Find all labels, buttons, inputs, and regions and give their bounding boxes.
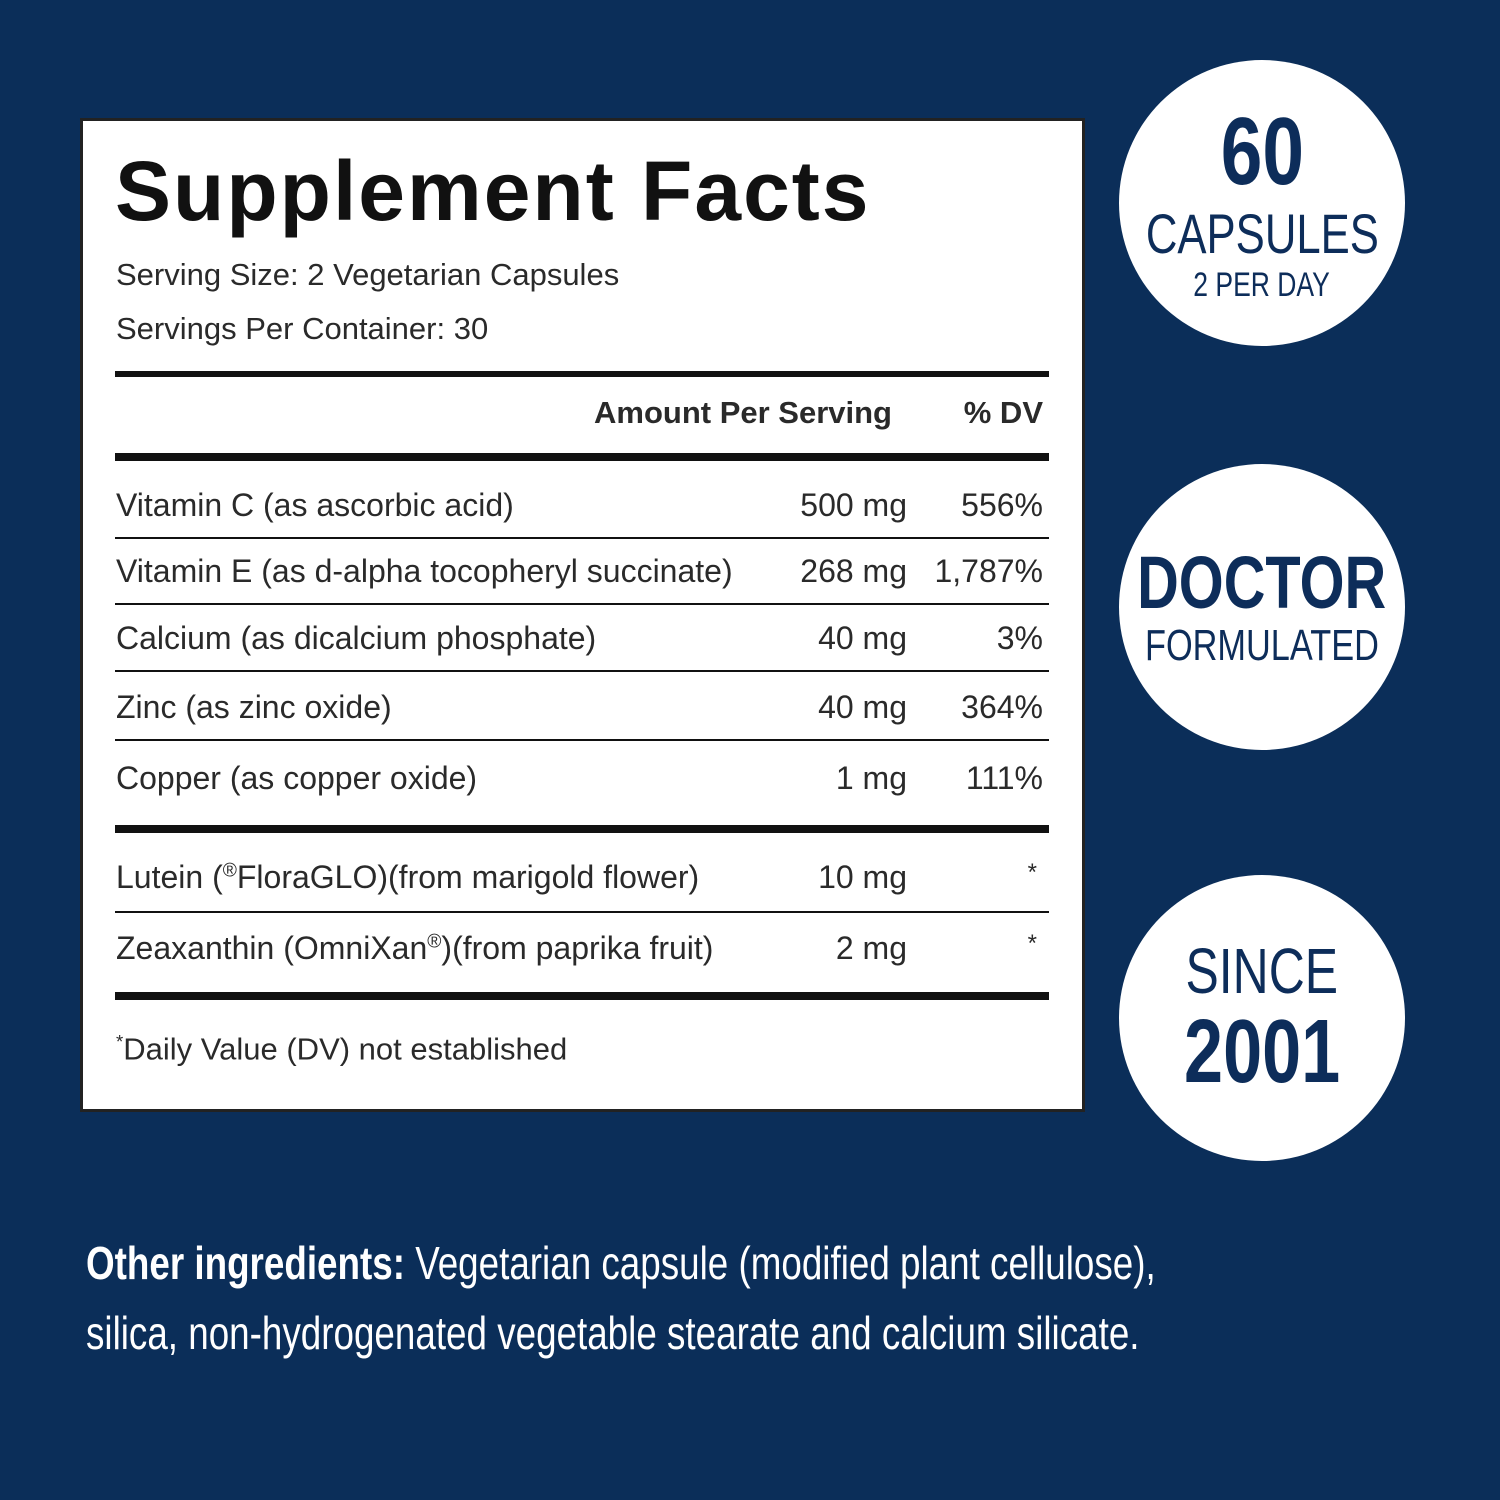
- footnote-text: Daily Value (DV) not established: [123, 1031, 568, 1067]
- servings-per-container: Servings Per Container: 30: [116, 311, 489, 346]
- supplement-facts-panel: Supplement Facts Serving Size: 2 Vegetar…: [80, 118, 1085, 1112]
- nutrient-name: Vitamin C (as ascorbic acid): [116, 487, 514, 523]
- nutrient-amount: 1 mg: [835, 760, 907, 796]
- badge-text: FORMULATED: [1145, 621, 1379, 670]
- nutrient-dv: 111%: [965, 760, 1043, 796]
- amount-header: Amount Per Serving: [594, 395, 892, 430]
- nutrient-dv: *: [1027, 930, 1037, 957]
- rule: [115, 371, 1049, 377]
- rule: [115, 992, 1049, 1000]
- footnote-mark: *: [116, 1031, 124, 1052]
- row-divider: [115, 603, 1049, 605]
- nutrient-name: Zinc (as zinc oxide): [116, 689, 392, 725]
- nutrient-dv: 556%: [961, 487, 1043, 523]
- name-part: Lutein (: [116, 859, 223, 895]
- nutrient-name: Copper (as copper oxide): [116, 760, 478, 796]
- footnote: *Daily Value (DV) not established: [116, 1031, 567, 1067]
- nutrient-row: Vitamin C (as ascorbic acid) 500 mg 556%: [83, 487, 1082, 527]
- title: Supplement Facts: [115, 144, 871, 238]
- nutrient-row: Copper (as copper oxide) 1 mg 111%: [83, 760, 1082, 800]
- name-part: FloraGLO)(from marigold flower): [236, 859, 700, 895]
- nutrient-dv: 3%: [996, 620, 1043, 656]
- other-ingredients-label: Other ingredients:: [86, 1237, 405, 1289]
- registered-mark: ®: [427, 931, 442, 953]
- other-ingredients-line: silica, non-hydrogenated vegetable stear…: [86, 1307, 1140, 1359]
- nutrient-name: Zeaxanthin (OmniXan®)(from paprika fruit…: [116, 930, 713, 967]
- rule: [115, 453, 1049, 461]
- nutrient-amount: 10 mg: [818, 859, 907, 895]
- nutrient-amount: 268 mg: [800, 553, 907, 589]
- badge: 60 CAPSULES 2 PER DAY: [1119, 60, 1405, 346]
- name-part: Zeaxanthin (OmniXan: [116, 930, 428, 966]
- badge: SINCE 2001: [1119, 875, 1405, 1161]
- row-divider: [115, 739, 1049, 741]
- nutrient-name: Lutein (®FloraGLO)(from marigold flower): [116, 859, 699, 896]
- nutrient-amount: 40 mg: [818, 620, 907, 656]
- nutrient-amount: 500 mg: [800, 487, 907, 523]
- other-ingredients-line: Vegetarian capsule (modified plant cellu…: [415, 1237, 1156, 1289]
- rule: [115, 911, 1049, 913]
- nutrient-dv: *: [1027, 859, 1037, 886]
- other-ingredients: Other ingredients: Vegetarian capsule (m…: [86, 1228, 1156, 1368]
- badge-text: 2 PER DAY: [1193, 266, 1331, 304]
- registered-mark: ®: [222, 860, 237, 882]
- nutrient-row: Zinc (as zinc oxide) 40 mg 364%: [83, 689, 1082, 729]
- nutrient-name: Calcium (as dicalcium phosphate): [116, 620, 597, 656]
- nutrient-row: Zeaxanthin (OmniXan®)(from paprika fruit…: [83, 930, 1082, 970]
- badge-text: SINCE: [1185, 935, 1339, 1007]
- badge-text: CAPSULES: [1145, 202, 1379, 265]
- nutrient-dv: 364%: [961, 689, 1043, 725]
- name-part: )(from paprika fruit): [441, 930, 714, 966]
- nutrient-row: Lutein (®FloraGLO)(from marigold flower)…: [83, 859, 1082, 899]
- nutrient-amount: 2 mg: [835, 930, 907, 966]
- header-row: Amount Per Serving % DV: [83, 395, 1082, 435]
- badge-text: DOCTOR: [1137, 541, 1387, 624]
- row-divider: [115, 670, 1049, 672]
- row-divider: [115, 537, 1049, 539]
- rule: [115, 825, 1049, 833]
- serving-size: Serving Size: 2 Vegetarian Capsules: [116, 257, 620, 292]
- badge-text: 2001: [1183, 1002, 1341, 1102]
- nutrient-row: Calcium (as dicalcium phosphate) 40 mg 3%: [83, 620, 1082, 660]
- nutrient-amount: 40 mg: [818, 689, 907, 725]
- dv-header: % DV: [963, 395, 1043, 430]
- badge-text: 60: [1220, 98, 1304, 205]
- nutrient-row: Vitamin E (as d-alpha tocopheryl succina…: [83, 553, 1082, 593]
- nutrient-name: Vitamin E (as d-alpha tocopheryl succina…: [116, 553, 733, 589]
- nutrient-dv: 1,787%: [934, 553, 1043, 589]
- badge: DOCTOR FORMULATED: [1119, 464, 1405, 750]
